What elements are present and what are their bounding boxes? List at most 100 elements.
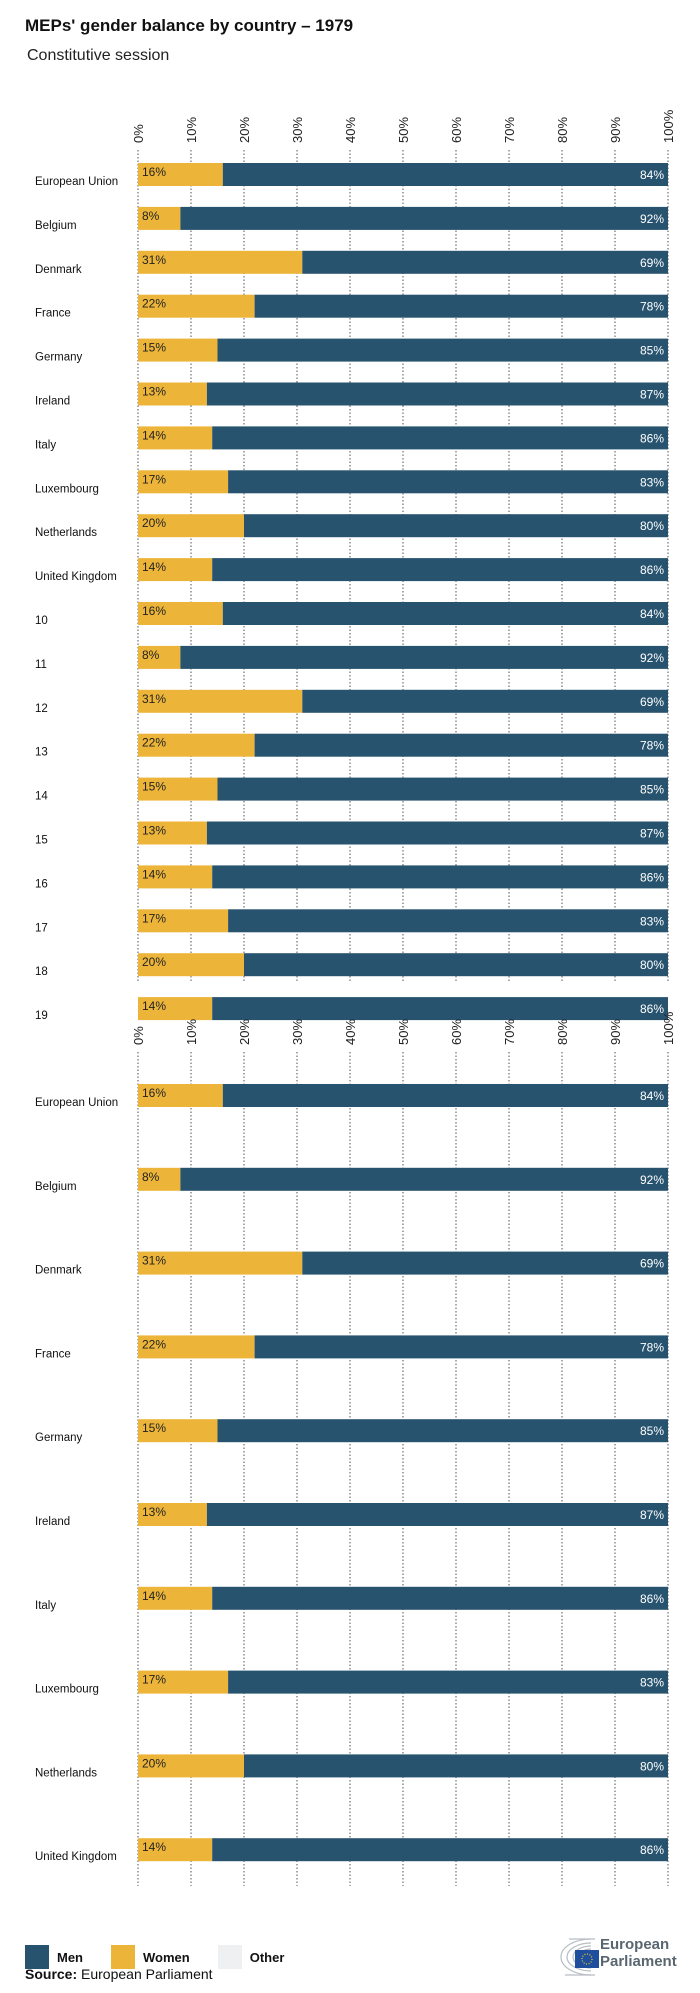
data-label-men: 80% bbox=[640, 958, 664, 972]
bar-men bbox=[180, 206, 668, 230]
x-tick-label: 40% bbox=[343, 1019, 358, 1045]
data-label-men: 85% bbox=[640, 344, 664, 358]
category-label: United Kingdom bbox=[35, 1851, 117, 1863]
source-text: European Parliament bbox=[81, 1966, 213, 1982]
x-tick-label: 100% bbox=[661, 109, 676, 143]
bar-women bbox=[138, 1251, 303, 1275]
bar-men bbox=[228, 909, 668, 933]
category-label: Netherlands bbox=[35, 1767, 97, 1779]
category-label: Germany bbox=[35, 352, 83, 364]
european-parliament-logo bbox=[560, 1938, 599, 1976]
x-tick-label: 0% bbox=[131, 1026, 146, 1045]
bar-men bbox=[222, 1084, 669, 1107]
data-label-men: 86% bbox=[640, 1002, 664, 1016]
category-label: Belgium bbox=[35, 220, 77, 232]
category-label: 13 bbox=[35, 747, 48, 759]
legend-label-men: Men bbox=[57, 1949, 83, 1965]
bar-women bbox=[138, 470, 229, 494]
data-label-women: 15% bbox=[142, 1421, 166, 1435]
data-label-women: 20% bbox=[142, 1756, 166, 1770]
x-tick-label: 60% bbox=[449, 1019, 464, 1045]
bar-women bbox=[138, 206, 181, 230]
category-label: 12 bbox=[35, 703, 48, 715]
chart-subtitle: Constitutive session bbox=[27, 47, 170, 64]
x-tick-label: 80% bbox=[555, 1019, 570, 1045]
category-label: 18 bbox=[35, 966, 48, 978]
category-label: 19 bbox=[35, 1010, 48, 1022]
bar-women bbox=[138, 1670, 229, 1694]
data-label-men: 87% bbox=[640, 827, 664, 841]
data-label-men: 85% bbox=[640, 1424, 664, 1438]
bar-women bbox=[138, 1586, 213, 1610]
bar-women bbox=[138, 645, 181, 669]
bar-men bbox=[206, 1503, 668, 1526]
x-tick-label: 70% bbox=[502, 1019, 517, 1045]
bar-men bbox=[302, 1251, 668, 1275]
legend: Men Women Other bbox=[25, 1945, 312, 1969]
data-label-women: 14% bbox=[142, 1840, 166, 1854]
bar-men bbox=[180, 1167, 668, 1191]
data-label-women: 31% bbox=[142, 692, 166, 706]
x-tick-label: 100% bbox=[661, 1011, 676, 1045]
data-label-women: 14% bbox=[142, 1589, 166, 1603]
bar-men bbox=[212, 1838, 668, 1862]
bar-women bbox=[138, 426, 213, 450]
bar-men bbox=[212, 426, 668, 450]
bar-men bbox=[302, 689, 668, 713]
data-label-men: 86% bbox=[640, 1843, 664, 1857]
data-label-men: 69% bbox=[640, 256, 664, 270]
legend-label-other: Other bbox=[249, 1949, 285, 1965]
bar-women bbox=[138, 294, 255, 318]
category-label: European Union bbox=[35, 176, 118, 188]
x-tick-label: 0% bbox=[131, 124, 146, 143]
legend-label-women: Women bbox=[143, 1949, 190, 1965]
data-label-men: 80% bbox=[640, 519, 664, 533]
legend-swatch-women bbox=[111, 1945, 135, 1969]
x-tick-label: 60% bbox=[449, 117, 464, 143]
logo-text: European Parliament bbox=[600, 1936, 677, 1970]
bar-women bbox=[138, 514, 244, 538]
data-label-women: 17% bbox=[142, 472, 166, 486]
data-label-women: 22% bbox=[142, 297, 166, 311]
category-label: Luxembourg bbox=[35, 483, 99, 495]
bar-men bbox=[212, 558, 668, 582]
data-label-men: 85% bbox=[640, 783, 664, 797]
category-label: Ireland bbox=[35, 396, 70, 408]
bar-men bbox=[254, 294, 668, 318]
data-label-women: 17% bbox=[142, 1673, 166, 1687]
bar-men bbox=[180, 645, 668, 669]
category-label: Germany bbox=[35, 1432, 83, 1444]
category-label: 10 bbox=[35, 615, 48, 627]
x-tick-label: 70% bbox=[502, 117, 517, 143]
category-label: Denmark bbox=[35, 1265, 82, 1277]
data-label-men: 84% bbox=[640, 607, 664, 621]
data-label-men: 86% bbox=[640, 431, 664, 445]
x-tick-label: 80% bbox=[555, 117, 570, 143]
data-label-women: 31% bbox=[142, 1254, 166, 1268]
bar-men bbox=[222, 602, 669, 625]
category-label: 11 bbox=[35, 659, 47, 671]
chart-title: MEPs' gender balance by country – 1979 bbox=[25, 16, 354, 35]
data-label-men: 92% bbox=[640, 212, 664, 226]
category-label: Italy bbox=[35, 1600, 56, 1612]
category-label: Denmark bbox=[35, 264, 82, 276]
data-label-women: 22% bbox=[142, 1337, 166, 1351]
x-tick-label: 90% bbox=[608, 1019, 623, 1045]
x-tick-label: 30% bbox=[290, 117, 305, 143]
data-label-men: 87% bbox=[640, 1508, 664, 1522]
data-label-men: 83% bbox=[640, 475, 664, 489]
data-label-women: 16% bbox=[142, 165, 166, 179]
x-tick-label: 40% bbox=[343, 117, 358, 143]
x-tick-label: 90% bbox=[608, 117, 623, 143]
data-label-men: 86% bbox=[640, 1592, 664, 1606]
bar-women bbox=[138, 733, 255, 757]
category-label: European Union bbox=[35, 1097, 118, 1109]
data-label-women: 13% bbox=[142, 824, 166, 838]
data-label-men: 78% bbox=[640, 739, 664, 753]
source-label: Source: bbox=[25, 1966, 78, 1982]
bar-women bbox=[138, 909, 229, 933]
x-tick-label: 50% bbox=[396, 1019, 411, 1045]
bar-women bbox=[138, 777, 218, 801]
data-label-men: 86% bbox=[640, 563, 664, 577]
